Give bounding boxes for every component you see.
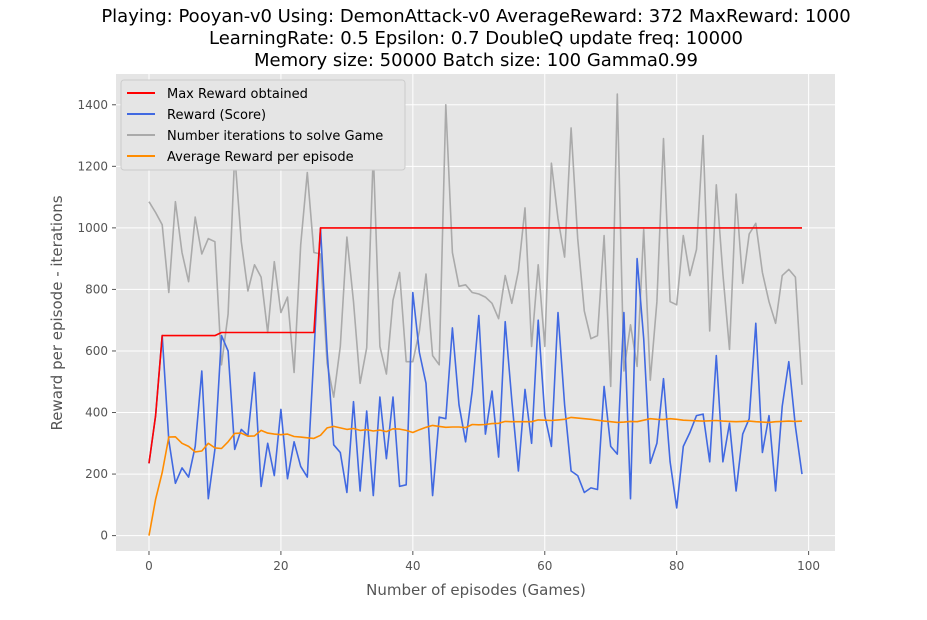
series-layer (148, 93, 803, 536)
series-line-number-iterations-to-solve-game (148, 93, 803, 398)
y-tick-label: 200 (85, 467, 108, 481)
y-axis-label: Reward per episode - iterations (48, 195, 66, 430)
series-line-reward-score (148, 227, 803, 509)
legend-label: Number iterations to solve Game (167, 129, 383, 144)
x-tick-label: 80 (669, 559, 684, 573)
y-tick-label: 800 (85, 282, 108, 296)
y-tick-label: 600 (85, 344, 108, 358)
series-line-average-reward-per-episode (148, 416, 803, 536)
chart-title-line-1: Playing: Pooyan-v0 Using: DemonAttack-v0… (101, 6, 850, 27)
x-tick-label: 20 (273, 559, 288, 573)
x-tick-label: 0 (145, 559, 153, 573)
legend-label: Max Reward obtained (167, 87, 308, 102)
x-tick-label: 60 (537, 559, 552, 573)
chart-title-line-2: LearningRate: 0.5 Epsilon: 0.7 DoubleQ u… (209, 28, 743, 49)
y-tick-label: 1000 (77, 221, 108, 235)
x-tick-label: 100 (797, 559, 820, 573)
y-tick-label: 1200 (77, 159, 108, 173)
y-tick-label: 1400 (77, 98, 108, 112)
series-line-max-reward-obtained (148, 227, 802, 464)
y-tick-label: 0 (100, 529, 108, 543)
legend-label: Reward (Score) (167, 108, 266, 123)
chart-title-line-3: Memory size: 50000 Batch size: 100 Gamma… (254, 50, 698, 71)
x-tick-label: 40 (405, 559, 420, 573)
legend-box (120, 79, 406, 171)
legend: Max Reward obtained Reward (Score) Number … (120, 79, 406, 171)
legend-label: Average Reward per episode (167, 150, 354, 165)
y-tick-label: 400 (85, 406, 108, 420)
x-axis-label: Number of episodes (Games) (366, 581, 586, 599)
